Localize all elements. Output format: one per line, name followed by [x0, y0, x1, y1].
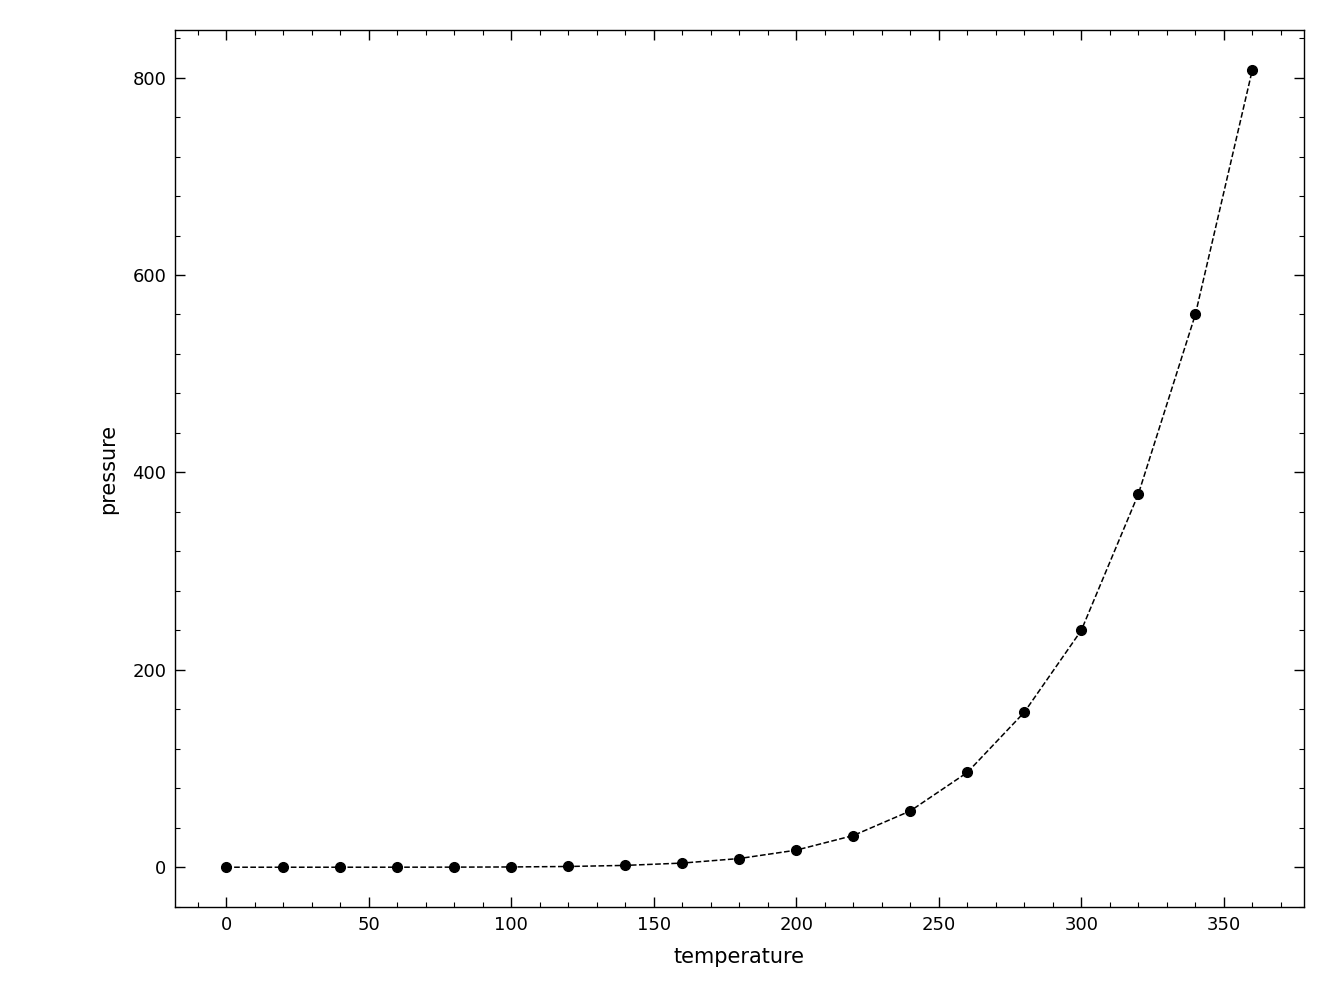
Y-axis label: pressure: pressure [98, 423, 118, 514]
X-axis label: temperature: temperature [673, 948, 805, 968]
